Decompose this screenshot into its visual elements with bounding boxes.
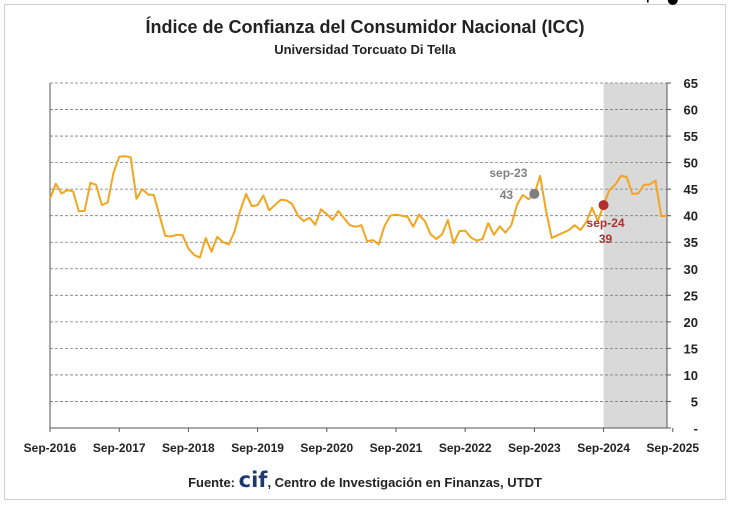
annotation-date: sep-24	[587, 216, 625, 230]
point-marker-sep-25	[667, 0, 678, 5]
y-tick-label: 45	[684, 182, 698, 197]
series-line	[49, 155, 668, 259]
x-tick-label: Sep-2016	[24, 441, 77, 455]
y-tick-label: 10	[684, 368, 698, 383]
chart-title: Índice de Confianza del Consumidor Nacio…	[145, 17, 585, 37]
x-tick-label: Sep-2021	[370, 441, 423, 455]
annotation-date: sep-25	[633, 0, 671, 3]
y-tick-label: 20	[684, 315, 698, 330]
y-tick-label: -	[694, 421, 698, 436]
source-prefix: Fuente:	[188, 475, 236, 490]
x-tick-label: Sep-2023	[508, 441, 561, 455]
x-tick-label: Sep-2017	[93, 441, 146, 455]
annotation-value: 43	[500, 188, 514, 202]
annotation-value: 39	[599, 232, 613, 246]
source-note: Fuente: cif, Centro de Investigación en …	[0, 468, 730, 492]
y-tick-label: 35	[684, 235, 698, 250]
x-tick-label: Sep-2020	[300, 441, 353, 455]
x-tick-label: Sep-2024	[577, 441, 630, 455]
annotation-value: 40	[645, 0, 659, 3]
y-tick-label: 5	[691, 394, 698, 409]
cif-logo: cif	[238, 468, 268, 492]
y-tick-label: 50	[684, 156, 698, 171]
shaded-region	[603, 83, 667, 428]
y-tick-label: 30	[684, 262, 698, 277]
y-tick-label: 65	[684, 76, 698, 91]
y-tick-label: 15	[684, 341, 698, 356]
annotation-date: sep-23	[489, 166, 527, 180]
y-tick-label: 60	[684, 103, 698, 118]
source-text: , Centro de Investigación en Finanzas, U…	[267, 475, 542, 490]
x-tick-label: Sep-2025	[646, 441, 699, 455]
x-tick-label: Sep-2019	[231, 441, 284, 455]
point-marker-sep-24	[598, 200, 609, 211]
x-tick-label: Sep-2022	[439, 441, 492, 455]
y-tick-label: 40	[684, 209, 698, 224]
chart-subtitle: Universidad Torcuato Di Tella	[274, 42, 456, 57]
x-tick-label: Sep-2018	[162, 441, 215, 455]
y-tick-label: 55	[684, 129, 698, 144]
y-tick-label: 25	[684, 288, 698, 303]
point-marker-sep-23	[529, 188, 540, 199]
